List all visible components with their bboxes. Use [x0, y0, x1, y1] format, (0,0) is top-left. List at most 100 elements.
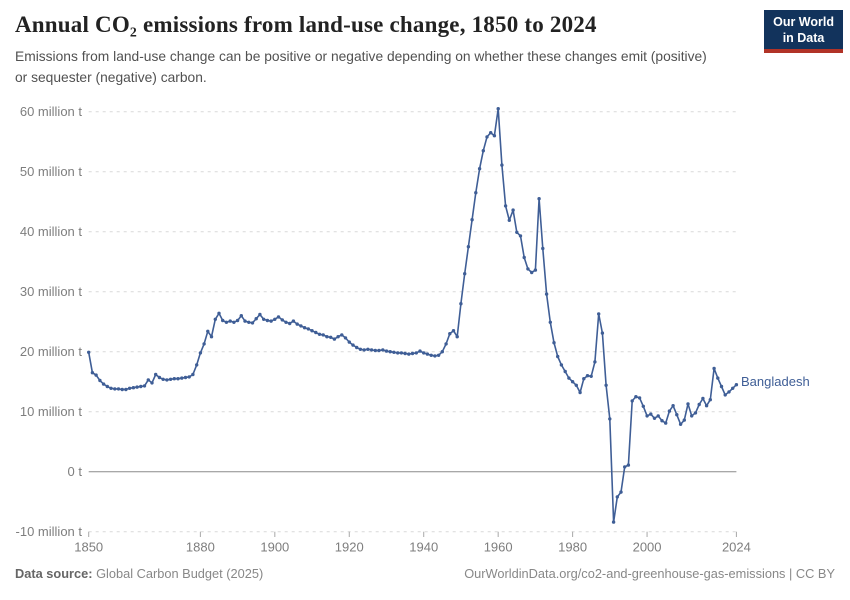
data-point[interactable]	[105, 384, 110, 389]
data-point[interactable]	[116, 387, 121, 391]
data-point[interactable]	[399, 351, 404, 355]
data-point[interactable]	[556, 354, 560, 359]
data-point[interactable]	[314, 330, 318, 335]
data-point[interactable]	[515, 230, 519, 234]
data-point[interactable]	[366, 347, 370, 351]
data-point[interactable]	[503, 204, 508, 208]
data-point[interactable]	[269, 319, 273, 323]
data-point[interactable]	[414, 351, 418, 355]
data-point[interactable]	[489, 131, 493, 135]
data-point[interactable]	[436, 353, 441, 357]
data-point[interactable]	[232, 320, 236, 324]
attribution-link[interactable]: OurWorldinData.org/co2-and-greenhouse-ga…	[464, 566, 835, 581]
data-point[interactable]	[302, 326, 307, 330]
data-point[interactable]	[113, 387, 117, 391]
data-point[interactable]	[332, 337, 337, 341]
data-point[interactable]	[704, 404, 709, 408]
data-point[interactable]	[384, 349, 389, 353]
data-point[interactable]	[716, 376, 720, 380]
data-point[interactable]	[466, 245, 471, 249]
data-point[interactable]	[682, 418, 686, 422]
data-point[interactable]	[161, 377, 165, 381]
data-point[interactable]	[530, 270, 534, 275]
data-point[interactable]	[373, 348, 377, 353]
data-point[interactable]	[235, 318, 240, 323]
series-line-bangladesh[interactable]	[87, 107, 737, 523]
owid-logo[interactable]: Our World in Data	[764, 10, 843, 54]
data-point[interactable]	[340, 333, 344, 337]
data-point[interactable]	[548, 320, 552, 324]
data-point[interactable]	[626, 463, 631, 467]
data-point[interactable]	[507, 218, 511, 222]
data-point[interactable]	[217, 311, 221, 315]
data-point[interactable]	[660, 419, 664, 423]
data-point[interactable]	[165, 378, 169, 382]
data-point[interactable]	[597, 312, 601, 316]
data-point[interactable]	[109, 386, 113, 390]
data-point[interactable]	[284, 320, 288, 324]
data-point[interactable]	[369, 348, 374, 352]
data-point[interactable]	[336, 335, 340, 339]
data-point[interactable]	[526, 267, 530, 271]
data-point[interactable]	[611, 520, 616, 524]
data-point[interactable]	[433, 354, 437, 358]
data-point[interactable]	[518, 234, 523, 238]
data-point[interactable]	[258, 312, 262, 317]
data-point[interactable]	[463, 272, 467, 276]
data-point[interactable]	[120, 387, 124, 392]
data-point[interactable]	[440, 350, 444, 354]
data-point[interactable]	[288, 321, 292, 326]
data-point[interactable]	[168, 377, 173, 381]
data-point[interactable]	[485, 135, 489, 139]
data-point[interactable]	[418, 349, 422, 353]
data-point[interactable]	[362, 348, 366, 352]
data-point[interactable]	[734, 383, 739, 387]
data-point[interactable]	[455, 335, 459, 339]
data-point[interactable]	[641, 404, 645, 408]
data-point[interactable]	[191, 372, 195, 377]
data-point[interactable]	[727, 390, 731, 394]
data-point[interactable]	[686, 402, 690, 406]
data-point[interactable]	[243, 319, 247, 323]
data-point[interactable]	[90, 371, 95, 375]
data-point[interactable]	[176, 377, 180, 381]
data-point[interactable]	[224, 320, 229, 324]
data-point[interactable]	[567, 376, 571, 380]
data-point[interactable]	[708, 398, 712, 402]
data-point[interactable]	[228, 319, 232, 323]
data-point[interactable]	[381, 348, 385, 352]
data-point[interactable]	[690, 414, 694, 418]
data-point[interactable]	[731, 386, 735, 390]
data-point[interactable]	[317, 332, 322, 336]
data-point[interactable]	[637, 396, 642, 400]
data-point[interactable]	[396, 351, 400, 355]
data-point[interactable]	[608, 417, 612, 421]
data-point[interactable]	[142, 384, 147, 388]
data-point[interactable]	[377, 348, 381, 353]
data-point[interactable]	[615, 495, 619, 499]
data-point[interactable]	[87, 350, 91, 354]
data-point[interactable]	[697, 402, 701, 407]
data-point[interactable]	[630, 399, 634, 403]
data-point[interactable]	[570, 380, 575, 384]
data-point[interactable]	[347, 340, 351, 344]
data-point[interactable]	[213, 317, 217, 321]
data-point[interactable]	[649, 412, 653, 416]
data-point[interactable]	[422, 351, 426, 355]
data-point[interactable]	[388, 350, 392, 354]
data-point[interactable]	[276, 315, 281, 319]
data-point[interactable]	[589, 374, 593, 378]
data-point[interactable]	[664, 421, 668, 425]
data-point[interactable]	[410, 351, 415, 356]
data-point[interactable]	[150, 381, 154, 385]
data-point[interactable]	[127, 386, 132, 390]
data-point[interactable]	[157, 375, 162, 380]
data-point[interactable]	[675, 413, 679, 417]
data-point[interactable]	[582, 377, 586, 381]
data-point[interactable]	[544, 292, 549, 296]
data-point[interactable]	[221, 318, 225, 323]
data-point[interactable]	[291, 319, 296, 323]
data-point[interactable]	[671, 404, 675, 408]
data-point[interactable]	[183, 375, 188, 380]
